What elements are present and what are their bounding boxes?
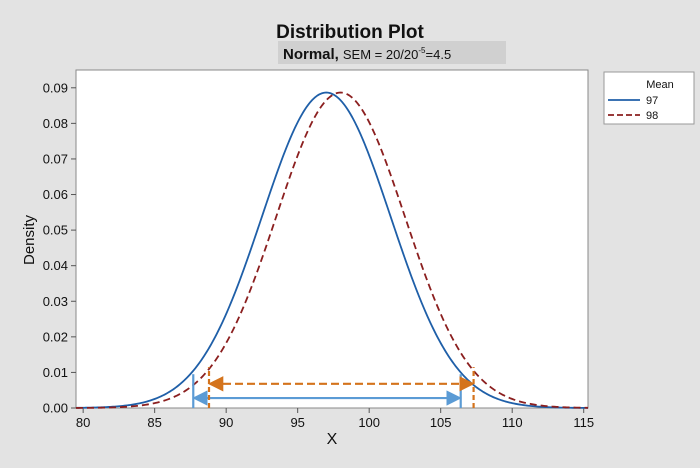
y-axis-label: Density (21, 214, 38, 265)
x-tick-label: 85 (147, 415, 161, 430)
y-tick-label: 0.07 (43, 151, 68, 166)
chart-subtitle: Normal, SEM = 20/20-5=4.5 (283, 46, 451, 63)
plot-area (75, 69, 589, 409)
y-tick-label: 0.08 (43, 116, 68, 131)
y-axis-ticks: 0.00 0.01 0.02 0.03 0.04 0.05 0.06 0.07 0.08 0.09 (43, 80, 76, 416)
series-line-97 (75, 91, 589, 409)
subtitle-distribution: Normal, (283, 46, 339, 63)
x-tick-label: 105 (430, 415, 452, 430)
x-tick-label: 115 (573, 415, 594, 430)
y-tick-label: 0.03 (43, 294, 68, 309)
subtitle-sem-prefix: SEM = 20/20 (343, 47, 419, 62)
legend-label-98: 98 (646, 110, 658, 122)
x-axis-ticks: 80 85 90 95 100 105 110 115 (76, 408, 594, 430)
x-tick-label: 110 (502, 415, 523, 430)
interval-annotations (192, 367, 475, 408)
x-axis-label: X (327, 431, 338, 448)
x-tick-label: 90 (219, 415, 233, 430)
subtitle-sem-suffix: =4.5 (426, 47, 452, 62)
y-tick-label: 0.09 (43, 80, 68, 95)
series-line-98 (76, 91, 589, 409)
legend-label-97: 97 (646, 95, 658, 107)
subtitle-sem-exponent: -5 (418, 46, 426, 55)
y-tick-label: 0.00 (43, 401, 68, 416)
legend: Mean 97 98 (603, 71, 695, 125)
x-tick-label: 100 (358, 415, 380, 430)
chart-title: Distribution Plot (276, 22, 424, 43)
subtitle-background (278, 41, 506, 64)
y-tick-label: 0.02 (43, 329, 68, 344)
x-tick-label: 95 (290, 415, 304, 430)
x-tick-label: 80 (76, 415, 90, 430)
y-tick-label: 0.04 (43, 258, 68, 273)
legend-title: Mean (646, 79, 674, 91)
density-curves (75, 91, 589, 409)
y-tick-label: 0.01 (43, 365, 68, 380)
y-tick-label: 0.05 (43, 223, 68, 238)
y-tick-label: 0.06 (43, 187, 68, 202)
